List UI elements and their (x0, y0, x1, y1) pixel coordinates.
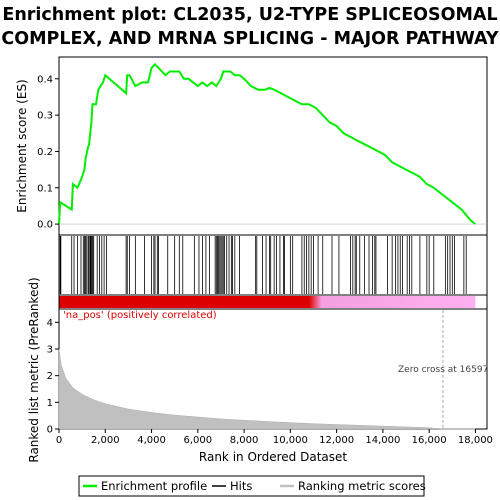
x-tick-label: 4,000 (137, 435, 166, 446)
x-axis-label: Rank in Ordered Dataset (199, 450, 347, 464)
es-y-tick-label: 0.1 (37, 183, 53, 194)
legend-label-hits: Hits (230, 479, 252, 493)
metric-y-tick-label: 4 (47, 318, 53, 329)
es-layer (58, 62, 487, 225)
x-tick-label: 8,000 (230, 435, 259, 446)
metric-panel-frame (58, 308, 488, 430)
es-y-tick-label: 0.3 (37, 111, 53, 122)
es-y-tick-label: 0.2 (37, 147, 53, 158)
chart-title: Enrichment plot: CL2035, U2-TYPE SPLICEO… (0, 3, 500, 51)
legend: Enrichment profile Hits Ranking metric s… (78, 475, 426, 497)
heatmap-label: 'na_pos' (positively correlated) (63, 310, 217, 321)
x-tick-label: 16,000 (412, 435, 447, 446)
es-y-tick-label: 0.0 (37, 220, 53, 231)
x-tick-label: 6,000 (183, 435, 212, 446)
hits-panel-frame (58, 234, 488, 296)
metric-layer (58, 310, 476, 430)
x-tick-label: 2,000 (91, 435, 120, 446)
heatmap-layer (59, 296, 476, 308)
heatmap-bar (59, 296, 476, 308)
x-tick-label: 12,000 (319, 435, 354, 446)
x-tick-label: 10,000 (273, 435, 308, 446)
metric-area (58, 348, 476, 430)
metric-y-tick-label: 1 (47, 398, 53, 409)
metric-y-tick-label: 0 (47, 425, 53, 436)
es-panel-frame (58, 56, 488, 236)
y-axis-label-metric: Ranked list metric (PreRanked) (27, 277, 41, 462)
metric-y-tick-label: 3 (47, 345, 53, 356)
es-y-tick-label: 0.4 (37, 74, 53, 85)
x-tick-label: 14,000 (365, 435, 400, 446)
y-axis-label-es: Enrichment score (ES) (15, 79, 29, 212)
legend-box (78, 475, 425, 497)
metric-y-tick-label: 2 (47, 371, 53, 382)
chart-title-line-1: Enrichment plot: CL2035, U2-TYPE SPLICEO… (2, 5, 498, 25)
es-line (58, 62, 477, 225)
legend-label-enrichment: Enrichment profile (101, 479, 207, 493)
zero-cross-label: Zero cross at 16597 (398, 365, 488, 375)
x-tick-label: 18,000 (458, 435, 493, 446)
axes-layer: 0.0 0.1 0.2 0.3 0.4 0 1 2 3 4 0 2,000 4,000 6,000 8,00… (37, 74, 493, 446)
legend-label-metric: Ranking metric scores (298, 479, 426, 493)
hits-layer (59, 236, 467, 294)
chart-title-line-2: COMPLEX, AND MRNA SPLICING - MAJOR PATHW… (1, 29, 499, 49)
x-tick-label: 0 (56, 435, 62, 446)
